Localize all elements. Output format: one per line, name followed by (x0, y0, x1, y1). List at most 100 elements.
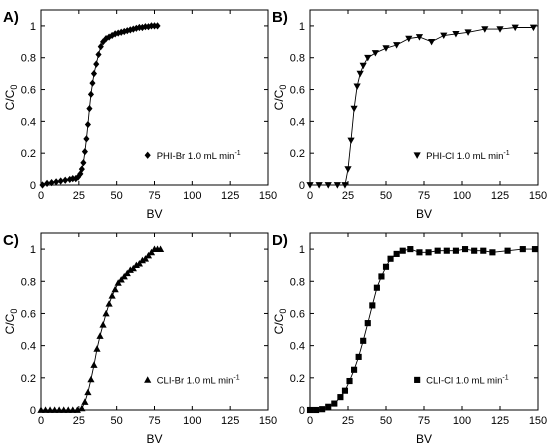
y-axis-title: C/C0 (3, 85, 19, 111)
data-point (108, 292, 116, 299)
y-tick-label: 0.6 (21, 85, 36, 97)
panel-4: 0 25 50 75 100 125 15000.20.40.60.81BVC/C0D)CL… (272, 232, 547, 446)
data-point (43, 179, 51, 188)
data-point (440, 32, 448, 40)
data-point (69, 406, 77, 413)
x-axis-title: BV (146, 207, 162, 221)
y-tick-label: 0.4 (290, 116, 305, 128)
legend: CLI-Br 1.0 mL min-1 (144, 374, 240, 386)
data-point (86, 105, 93, 113)
data-point (78, 404, 86, 412)
data-point (315, 182, 323, 189)
x-tick-label: 75 (418, 415, 430, 427)
y-axis-title-main: C/C (3, 313, 17, 334)
data-point (371, 50, 379, 57)
data-point (415, 34, 424, 41)
data-point (84, 120, 91, 129)
data-point (105, 300, 113, 307)
x-tick-label: 0 (38, 415, 44, 427)
data-point (452, 247, 459, 254)
y-axis-title-group: C/C0 (272, 85, 288, 111)
plot-frame (40, 232, 269, 411)
data-point (351, 366, 358, 373)
x-axis-title: BV (146, 432, 162, 446)
x-tick-label: 125 (221, 190, 239, 202)
x-tick-label: 100 (453, 190, 471, 202)
data-point (359, 62, 367, 70)
data-point (341, 182, 349, 189)
data-point (90, 361, 98, 368)
data-point (37, 406, 45, 413)
data-point (333, 182, 341, 189)
data-point (96, 332, 104, 339)
y-tick-label: 0.4 (21, 116, 36, 128)
panel-1: 0 25 50 75 100 125 15000.20.40.60.81BVC/C0A)PH… (3, 9, 277, 221)
data-point (93, 60, 100, 68)
x-tick-label: 0 (307, 190, 313, 202)
data-point (344, 166, 352, 173)
data-point (97, 42, 104, 51)
data-point (511, 24, 519, 32)
data-point (154, 22, 161, 30)
data-point (531, 246, 539, 253)
legend-label: PHI-Cl 1.0 mL min-1 (426, 150, 510, 162)
panel-3: 0 25 50 75 100 125 15000.20.40.60.81BVC/C0C)CL… (3, 232, 277, 446)
series-line (42, 25, 158, 186)
plot-frame (309, 232, 539, 411)
data-point (378, 273, 385, 280)
data-point (382, 45, 390, 52)
x-axis-title: BV (416, 207, 432, 221)
data-point (434, 247, 441, 254)
y-axis-title-main: C/C (272, 89, 286, 110)
data-point (64, 406, 72, 413)
panel-2: 0 25 50 75 100 125 15000.20.40.60.81BVC/C0B)PH… (272, 9, 547, 221)
data-point (90, 70, 98, 78)
data-point (60, 406, 68, 413)
panel-label: B) (272, 9, 288, 26)
x-tick-label: 125 (221, 415, 239, 427)
data-point (51, 406, 59, 413)
data-point (156, 245, 165, 252)
data-point (428, 38, 436, 46)
y-axis-title: C/C0 (272, 309, 288, 335)
y-tick-label: 0.8 (290, 276, 305, 288)
data-point (452, 30, 460, 38)
data-point (62, 176, 69, 184)
x-tick-label: 125 (491, 415, 509, 427)
y-tick-label: 0.6 (21, 308, 36, 320)
legend-label: PHI-Br 1.0 mL min-1 (157, 150, 241, 162)
legend-label-superscript: -1 (503, 150, 509, 157)
y-tick-label: 0.2 (290, 373, 305, 385)
y-tick-label: 0.4 (290, 341, 305, 353)
y-tick-label: 0.2 (21, 148, 36, 160)
x-tick-label: 100 (183, 415, 201, 427)
data-point (111, 285, 119, 293)
legend-marker (144, 376, 152, 383)
data-point (87, 90, 94, 98)
data-point (133, 24, 140, 32)
x-tick-label: 150 (529, 190, 547, 202)
legend-marker (144, 151, 151, 159)
x-tick-label: 75 (148, 190, 160, 202)
y-axis-title: C/C0 (3, 309, 19, 335)
y-tick-label: 0.8 (21, 53, 36, 65)
y-axis-title-group: C/C0 (3, 85, 19, 111)
data-point (55, 406, 63, 413)
x-tick-label: 75 (148, 415, 160, 427)
data-point (145, 23, 152, 31)
y-axis-title-main: C/C (272, 313, 286, 334)
y-axis-title-subscript: 0 (9, 309, 19, 314)
data-point (407, 246, 414, 253)
x-tick-label: 50 (380, 190, 392, 202)
y-axis-title-group: C/C0 (272, 309, 288, 335)
data-point (382, 263, 390, 270)
data-point (95, 50, 102, 59)
x-tick-label: 25 (73, 190, 85, 202)
data-point (46, 406, 54, 413)
data-point (313, 406, 320, 414)
y-axis-title-group: C/C0 (3, 309, 19, 335)
y-tick-label: 0.6 (290, 85, 305, 97)
data-point (393, 42, 401, 49)
data-point (84, 388, 92, 396)
